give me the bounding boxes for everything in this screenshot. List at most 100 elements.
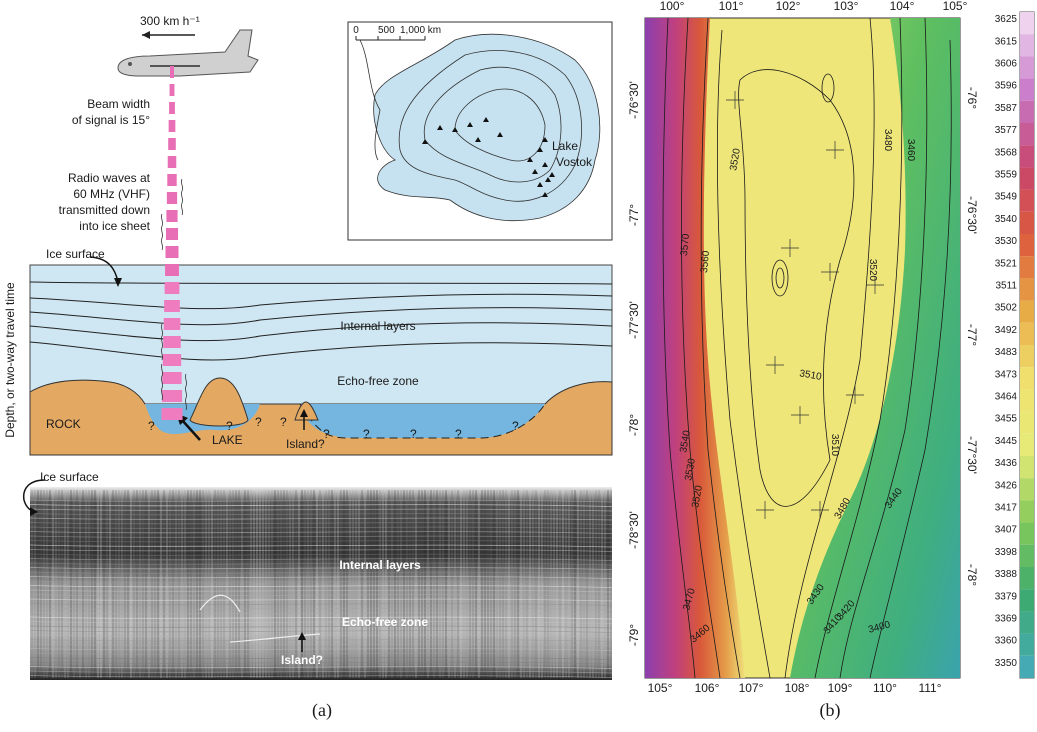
radar-column [373, 490, 375, 678]
radar-layer [29, 625, 613, 629]
bottom-tick-label: 111° [918, 681, 941, 695]
radar-column [439, 490, 441, 678]
beam-width-label: of signal is 15° [72, 113, 150, 127]
radar-column [478, 490, 480, 678]
radar-column [406, 490, 408, 678]
radar-layer [29, 616, 613, 620]
radar-column [232, 490, 234, 678]
radar-column [256, 490, 258, 678]
colorbar-label: 3436 [995, 458, 1018, 469]
bottom-tick-label: 106° [695, 681, 720, 695]
cross [811, 501, 829, 519]
bottom-tick-label: 108° [785, 681, 810, 695]
left-tick-label: -77° [627, 204, 641, 226]
lake-label: LAKE [212, 433, 243, 447]
radar-column [538, 490, 540, 678]
cross [846, 386, 864, 404]
cross [781, 239, 799, 257]
radar-column [532, 490, 534, 678]
top-tick-label: 103° [834, 0, 859, 13]
cross [866, 276, 884, 294]
radar-layer [29, 522, 613, 525]
radar-column [274, 490, 276, 678]
radar-column [436, 490, 438, 678]
radar-column [70, 490, 72, 678]
right-tick-label: -76°30' [965, 196, 979, 234]
beam-dash [168, 120, 176, 132]
radar-column [199, 490, 201, 678]
beam-dash [164, 300, 180, 312]
beam-dash [164, 282, 180, 294]
colorbar-label: 3426 [995, 480, 1018, 491]
radar-column [61, 490, 63, 678]
beam-dash [170, 66, 174, 78]
radar-column [586, 490, 588, 678]
internal-layers-label: Internal layers [340, 319, 415, 333]
arrow-head [114, 278, 122, 287]
contour-label: 3570 [679, 233, 692, 257]
caption-a: (a) [312, 700, 332, 721]
depth-axis-label: Depth, or two-way travel time [3, 282, 17, 438]
radar-column [307, 490, 309, 678]
colorbar-label: 3596 [995, 81, 1018, 92]
radar-column [574, 490, 576, 678]
radar-column [52, 490, 54, 678]
colorbar-label: 3568 [995, 147, 1018, 158]
contour-label: 3460 [905, 139, 916, 162]
top-tick-label: 101° [719, 0, 744, 13]
radar-column [523, 490, 525, 678]
radar-column [262, 490, 264, 678]
station [532, 169, 538, 174]
radar-column [124, 490, 126, 678]
colorbar-swatch [1020, 189, 1034, 212]
radar-column [148, 490, 150, 678]
beam-dash [167, 156, 177, 168]
radar-column [142, 490, 144, 678]
arrow-head [298, 632, 306, 640]
radar-column [325, 490, 327, 678]
radar-column [304, 490, 306, 678]
colorbar-swatch [1020, 145, 1034, 168]
radar-column [85, 490, 87, 678]
colorbar-swatch [1020, 567, 1034, 590]
radar-column [580, 490, 582, 678]
colorbar-label: 3483 [995, 347, 1018, 358]
beam-dash [161, 390, 183, 402]
radar-column [454, 490, 456, 678]
radar-column [103, 490, 105, 678]
question-mark: ? [255, 415, 262, 429]
radar-column [400, 490, 402, 678]
radar-column [391, 490, 393, 678]
radar-column [169, 490, 171, 678]
colorbar-label: 3559 [995, 170, 1018, 181]
right-tick-label: -77°30' [965, 436, 979, 474]
radar-column [58, 490, 60, 678]
return-signals [161, 178, 187, 411]
cross [826, 141, 844, 159]
radar-layer [29, 567, 613, 570]
beam-dash [163, 318, 181, 330]
radar-column [184, 490, 186, 678]
beam-dash [169, 102, 175, 114]
radar-layer [29, 526, 613, 530]
radio-waves-label: into ice sheet [79, 219, 150, 233]
radar-column [157, 490, 159, 678]
radar-column [316, 490, 318, 678]
contour-label: 3480 [882, 129, 893, 152]
radar-column [238, 490, 240, 678]
colorbar-swatch [1020, 278, 1034, 301]
beam-dash [161, 408, 183, 420]
radar-column [301, 490, 303, 678]
map-scale-label: 0 [353, 25, 359, 36]
radar-column [310, 490, 312, 678]
colorbar-swatch [1020, 34, 1034, 57]
radar-column [607, 490, 609, 678]
colorbar-swatch [1020, 522, 1034, 545]
radar-layer [29, 535, 613, 539]
radar-column [247, 490, 249, 678]
colorbar-swatch [1020, 78, 1034, 101]
radar-column [553, 490, 555, 678]
radar-layer [29, 531, 613, 534]
radar-layer [29, 603, 613, 606]
station [537, 147, 543, 152]
